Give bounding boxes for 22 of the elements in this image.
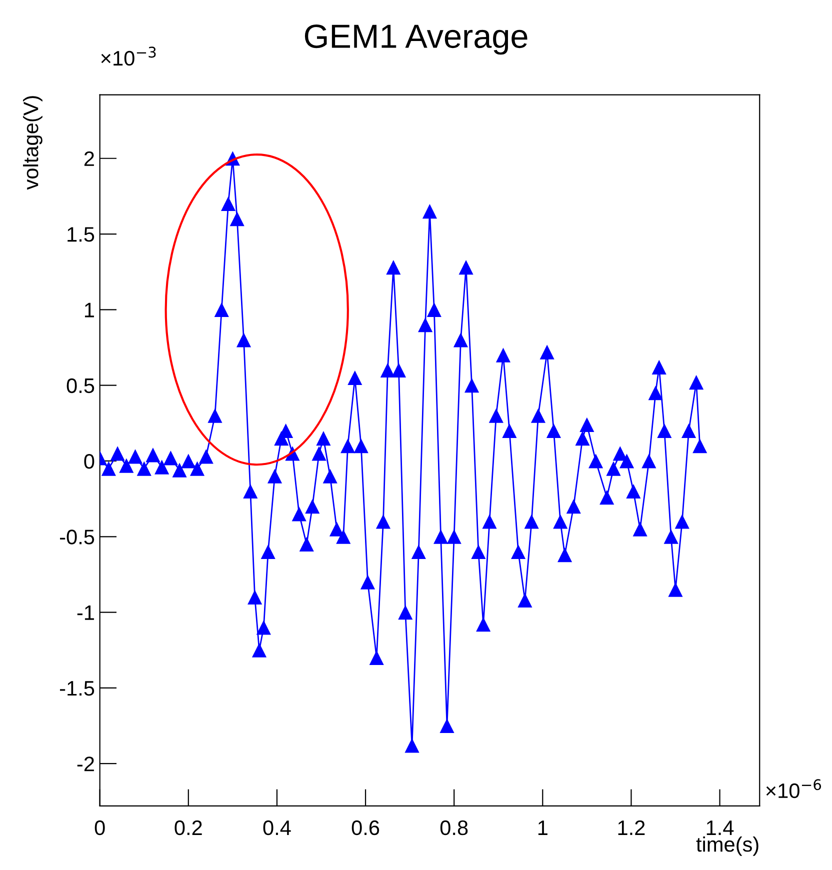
y-tick-label: 2 (84, 151, 94, 166)
x-tick-label: 0.2 (174, 820, 202, 836)
x-axis-title: time(s) (696, 836, 758, 856)
x-tick-label: 0 (94, 820, 105, 836)
chart-title: GEM1 Average (304, 24, 528, 55)
y-tick-label: -0.5 (60, 530, 94, 544)
x-tick-label: 1.4 (706, 820, 734, 835)
y-tick-label: -1.5 (60, 681, 94, 696)
y-tick-label: -2 (77, 756, 94, 772)
x-tick-label: 1 (538, 820, 548, 835)
x-tick-label: 1.2 (618, 820, 645, 835)
y-tick-label: 0 (84, 454, 94, 469)
x-tick-label: 0.8 (440, 820, 468, 836)
y-axis-title: voltage(V) (22, 96, 42, 190)
text: ×10$^{−3}$ (101, 46, 156, 66)
y-tick-label: 0.5 (66, 378, 94, 394)
y-tick-label: 1 (84, 302, 94, 318)
y-tick-label: 1.5 (68, 227, 94, 242)
y-tick-label: -1 (77, 606, 94, 620)
x-tick-label: 0.6 (352, 820, 380, 836)
text: ×10$^{−6}$ (766, 779, 822, 798)
x-tick-label: 0.4 (263, 820, 291, 836)
